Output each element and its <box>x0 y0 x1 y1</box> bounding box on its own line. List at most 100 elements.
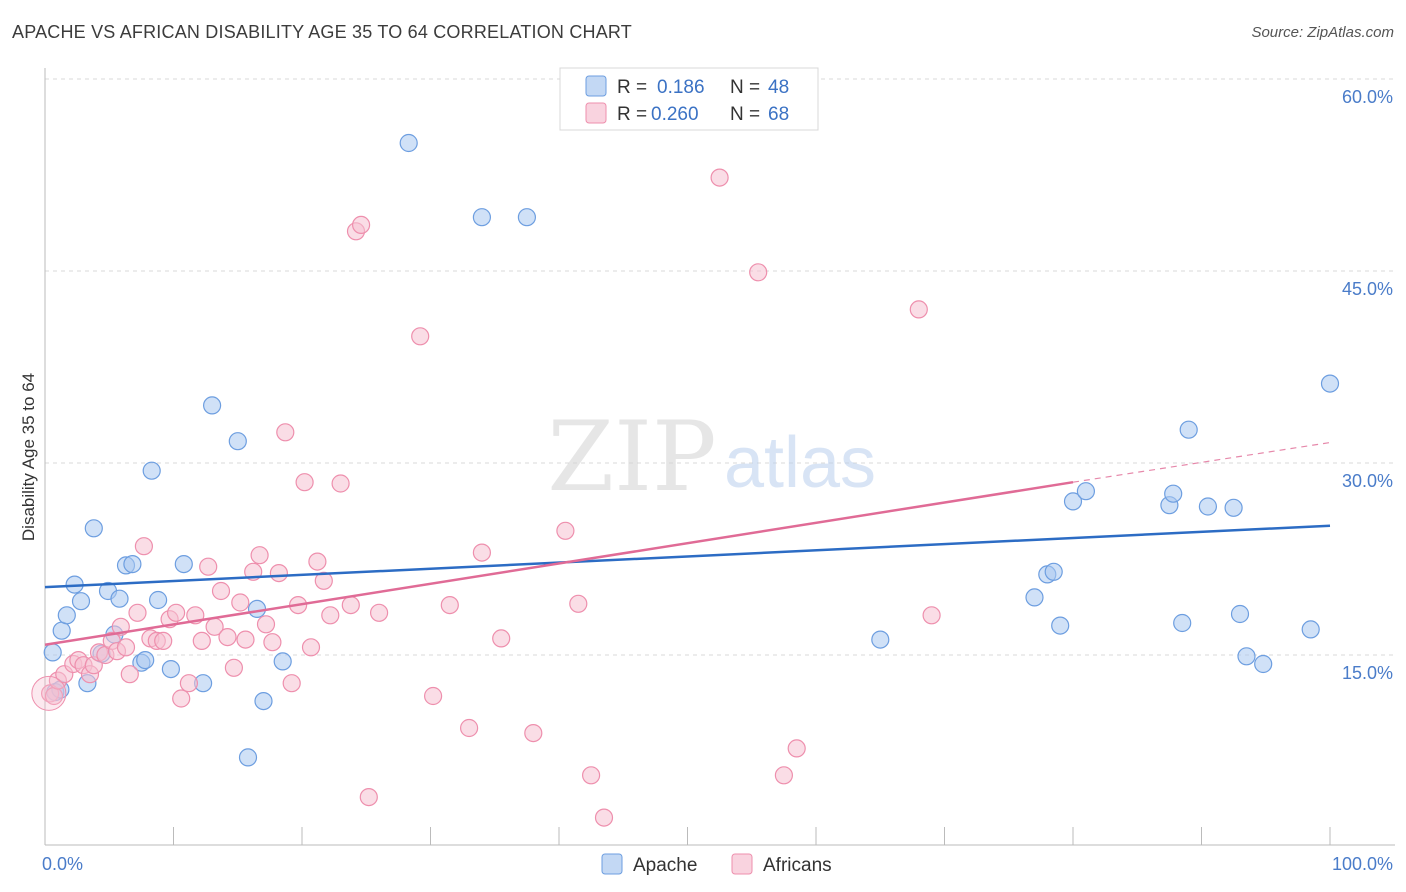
africans-point-57 <box>472 543 491 562</box>
africans-point-42 <box>295 473 314 492</box>
y-tick-labels: 15.0% 30.0% 45.0% 60.0% <box>1342 87 1393 683</box>
africans-point-23 <box>172 689 191 708</box>
africans-point-66 <box>774 766 794 785</box>
watermark-atlas: atlas <box>724 423 876 503</box>
x-tick-label-min: 0.0% <box>42 854 83 874</box>
apache-point-18 <box>149 590 168 610</box>
apache-point-14 <box>123 554 142 574</box>
apache-point-25 <box>247 599 267 619</box>
apache-point-43 <box>1224 498 1243 517</box>
africans-point-62 <box>581 766 601 785</box>
apache-point-27 <box>273 652 292 671</box>
apache-point-23 <box>228 432 247 451</box>
africans-point-44 <box>308 552 327 571</box>
africans-point-68 <box>909 300 928 319</box>
legend-r-label-apache: R = <box>617 77 647 98</box>
apache-point-0 <box>43 643 62 662</box>
apache-point-39 <box>1164 484 1183 503</box>
africans-point-63 <box>594 808 614 827</box>
apache-point-36 <box>1063 492 1083 511</box>
y-tick-label-60: 60.0% <box>1342 87 1393 107</box>
apache-point-19 <box>161 659 180 679</box>
africans-point-30 <box>218 627 237 647</box>
africans-point-39 <box>276 423 295 442</box>
africans-point-53 <box>411 327 430 346</box>
apache-trend-line <box>44 524 1331 589</box>
legend-n-label-africans: N = <box>730 104 760 125</box>
apache-point-40 <box>1173 613 1192 633</box>
apache-point-17 <box>142 461 161 480</box>
africans-point-24 <box>179 674 198 693</box>
africans-point-29 <box>211 581 231 601</box>
africans-point-61 <box>569 594 588 613</box>
africans-point-50 <box>352 215 371 234</box>
source-label: Source: ZipAtlas.com <box>1251 24 1394 41</box>
apache-point-42 <box>1198 497 1218 516</box>
bottom-legend-swatch-africans <box>731 853 753 875</box>
apache-point-28 <box>399 133 418 153</box>
y-tick-label-15: 15.0% <box>1342 663 1393 683</box>
apache-point-31 <box>871 630 890 649</box>
africans-point-16 <box>128 603 147 622</box>
bottom-legend: Apache Africans <box>601 853 832 876</box>
apache-point-47 <box>1301 620 1320 639</box>
trend-lines <box>44 441 1331 646</box>
bottom-legend-label-apache: Apache <box>633 855 697 876</box>
africans-point-52 <box>370 603 389 622</box>
africans-point-20 <box>154 631 173 651</box>
apache-point-26 <box>254 691 273 711</box>
apache-point-44 <box>1230 604 1250 624</box>
apache-point-37 <box>1076 482 1096 501</box>
africans-points <box>31 168 941 827</box>
x-tick-labels: 0.0% 100.0% <box>42 854 1393 874</box>
apache-point-22 <box>203 396 222 415</box>
legend-swatch-africans <box>585 102 607 124</box>
africans-point-51 <box>359 787 378 807</box>
africans-point-32 <box>231 593 250 612</box>
africans-point-55 <box>440 595 459 615</box>
chart-title: APACHE VS AFRICAN DISABILITY AGE 35 TO 6… <box>12 22 632 42</box>
bottom-legend-swatch-apache <box>601 853 623 875</box>
apache-point-16 <box>136 650 155 670</box>
apache-point-35 <box>1051 616 1070 635</box>
africans-point-58 <box>492 629 511 648</box>
africans-point-27 <box>199 557 218 576</box>
africans-point-14 <box>116 638 136 657</box>
apache-point-30 <box>517 208 537 227</box>
africans-point-35 <box>250 546 269 565</box>
x-tick-label-max: 100.0% <box>1332 854 1393 874</box>
apache-point-12 <box>110 589 129 608</box>
africans-point-60 <box>556 521 575 540</box>
apache-point-4 <box>57 606 76 625</box>
africans-point-59 <box>524 723 543 743</box>
y-axis-label: Disability Age 35 to 64 <box>19 373 38 541</box>
apache-point-29 <box>472 208 491 227</box>
africans-point-17 <box>134 537 153 556</box>
africans-point-33 <box>236 630 255 649</box>
africans-point-45 <box>314 571 333 590</box>
legend-n-value-africans: 68 <box>768 104 789 125</box>
africans-point-48 <box>341 595 360 615</box>
africans-point-38 <box>269 563 288 583</box>
apache-point-32 <box>1025 588 1044 607</box>
apache-point-34 <box>1044 562 1063 581</box>
watermark: ZIP atlas <box>547 401 876 513</box>
africans-point-64 <box>710 168 729 187</box>
africans-point-69 <box>922 606 941 625</box>
legend-r-value-apache: 0.186 <box>657 77 705 98</box>
legend-swatch-apache <box>585 75 607 97</box>
africans-point-15 <box>120 665 139 684</box>
africans-point-65 <box>749 263 768 282</box>
africans-point-40 <box>282 674 301 693</box>
africans-point-43 <box>301 638 321 657</box>
top-legend: R = 0.186 N = 48 R = 0.260 N = 68 <box>559 67 819 131</box>
africans-trend-line <box>44 480 1074 646</box>
legend-n-label-apache: N = <box>730 77 760 98</box>
apache-point-8 <box>84 519 103 538</box>
africans-point-22 <box>167 603 186 622</box>
africans-point-47 <box>331 474 350 493</box>
africans-trend-extension <box>1072 441 1331 483</box>
apache-point-20 <box>174 554 193 574</box>
africans-point-67 <box>787 739 806 758</box>
